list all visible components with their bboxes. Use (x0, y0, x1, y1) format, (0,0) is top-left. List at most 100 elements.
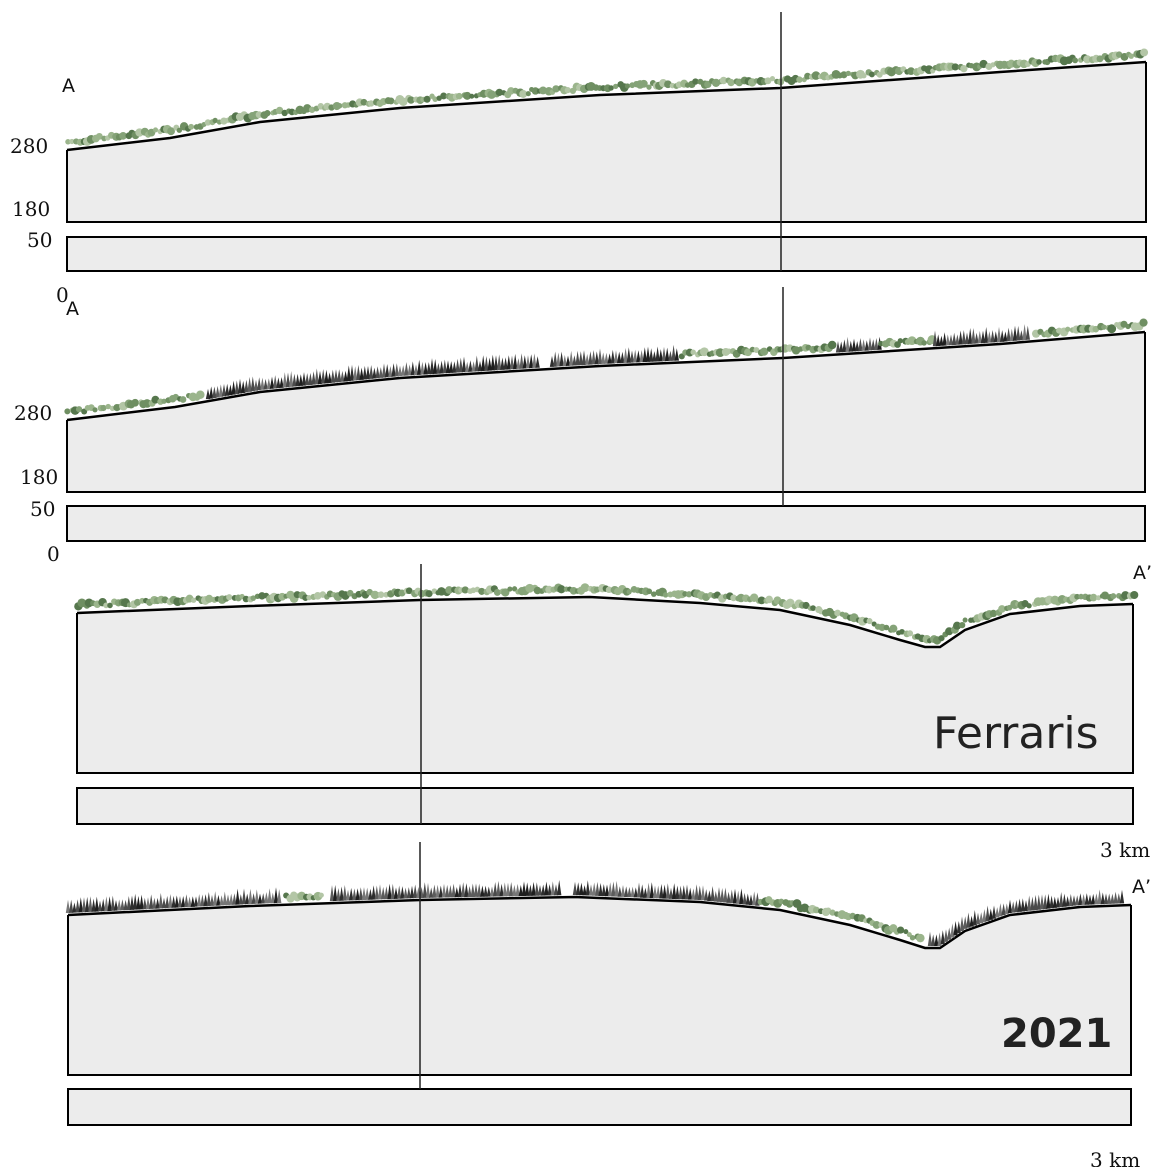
tree (469, 93, 475, 99)
conifer (305, 373, 310, 386)
tree (605, 586, 613, 594)
conifer (1084, 893, 1089, 905)
conifer (493, 882, 498, 897)
conifer (1071, 895, 1077, 906)
conifer (655, 346, 660, 362)
conifer (244, 379, 249, 393)
terrain-outline (66, 332, 1146, 493)
tree (1072, 57, 1079, 64)
conifer (273, 887, 279, 904)
conifer (652, 351, 657, 362)
conifer (623, 347, 628, 363)
conifer (995, 907, 1000, 918)
conifer (640, 884, 645, 898)
conifer (541, 884, 546, 896)
conifer (101, 898, 106, 912)
conifer (145, 897, 151, 910)
conifer (950, 923, 955, 938)
conifer (361, 887, 367, 900)
conifer (247, 376, 252, 392)
conifer (535, 356, 540, 368)
conifer (662, 884, 667, 899)
conifer (864, 340, 869, 351)
conifer (327, 372, 332, 384)
elevation-label: 0 (56, 283, 69, 307)
conifer (394, 363, 399, 377)
tree (1107, 324, 1117, 334)
tree (608, 85, 614, 91)
conifer (1020, 898, 1025, 912)
conifer (205, 388, 211, 400)
tree (75, 406, 83, 413)
conifer (1110, 893, 1115, 904)
conifer (668, 887, 674, 899)
conifer (69, 899, 74, 913)
conifer (736, 890, 741, 904)
tree (883, 624, 890, 631)
terrain (77, 597, 1133, 773)
conifer (490, 354, 495, 371)
conifer (349, 887, 354, 901)
conifer (273, 375, 278, 389)
conifer (365, 887, 370, 900)
conifer (433, 359, 438, 374)
conifer (931, 934, 936, 946)
conifer (502, 882, 507, 897)
conifer (578, 351, 583, 366)
conifer (597, 348, 603, 364)
conifer (238, 894, 243, 905)
tree (525, 91, 531, 97)
tree (1095, 595, 1102, 601)
conifer (292, 373, 297, 387)
conifer (966, 912, 971, 928)
conifer (264, 891, 269, 904)
conifer (963, 916, 968, 929)
conifer (588, 884, 594, 896)
conifer (532, 353, 537, 368)
conifer (694, 884, 699, 900)
conifer (489, 886, 495, 897)
conifer (977, 330, 982, 344)
conifer (726, 891, 731, 903)
conifer (713, 890, 718, 902)
start-label: A (62, 75, 75, 97)
tree (896, 926, 905, 934)
conifer (579, 882, 584, 896)
conifer (263, 378, 268, 390)
conifer (391, 363, 396, 377)
tree (662, 592, 669, 598)
tree (204, 119, 212, 126)
conifer (467, 885, 472, 898)
tree (878, 623, 886, 632)
conifer (253, 379, 259, 391)
conifer (123, 899, 128, 911)
conifer (629, 350, 635, 363)
conifer (601, 883, 606, 897)
conifer (404, 361, 409, 376)
tree (507, 87, 515, 95)
conifer (988, 908, 993, 920)
conifer (576, 882, 581, 896)
conifer (413, 884, 418, 899)
tree (95, 132, 103, 140)
conifer (979, 912, 984, 924)
conifer (168, 894, 173, 908)
conifer (343, 370, 348, 382)
conifer (438, 885, 443, 898)
conifer (591, 349, 596, 365)
tree (845, 70, 851, 77)
conifer (1007, 899, 1013, 913)
conifer (104, 896, 109, 912)
tree (318, 892, 324, 898)
conifer (85, 896, 90, 913)
conifer (506, 355, 511, 370)
conifer (378, 367, 383, 378)
strip (76, 787, 1134, 825)
tree (495, 88, 503, 97)
tree (92, 407, 98, 413)
tree (445, 586, 454, 594)
conifer (659, 883, 664, 899)
conifer (643, 887, 648, 898)
conifer (436, 362, 441, 374)
